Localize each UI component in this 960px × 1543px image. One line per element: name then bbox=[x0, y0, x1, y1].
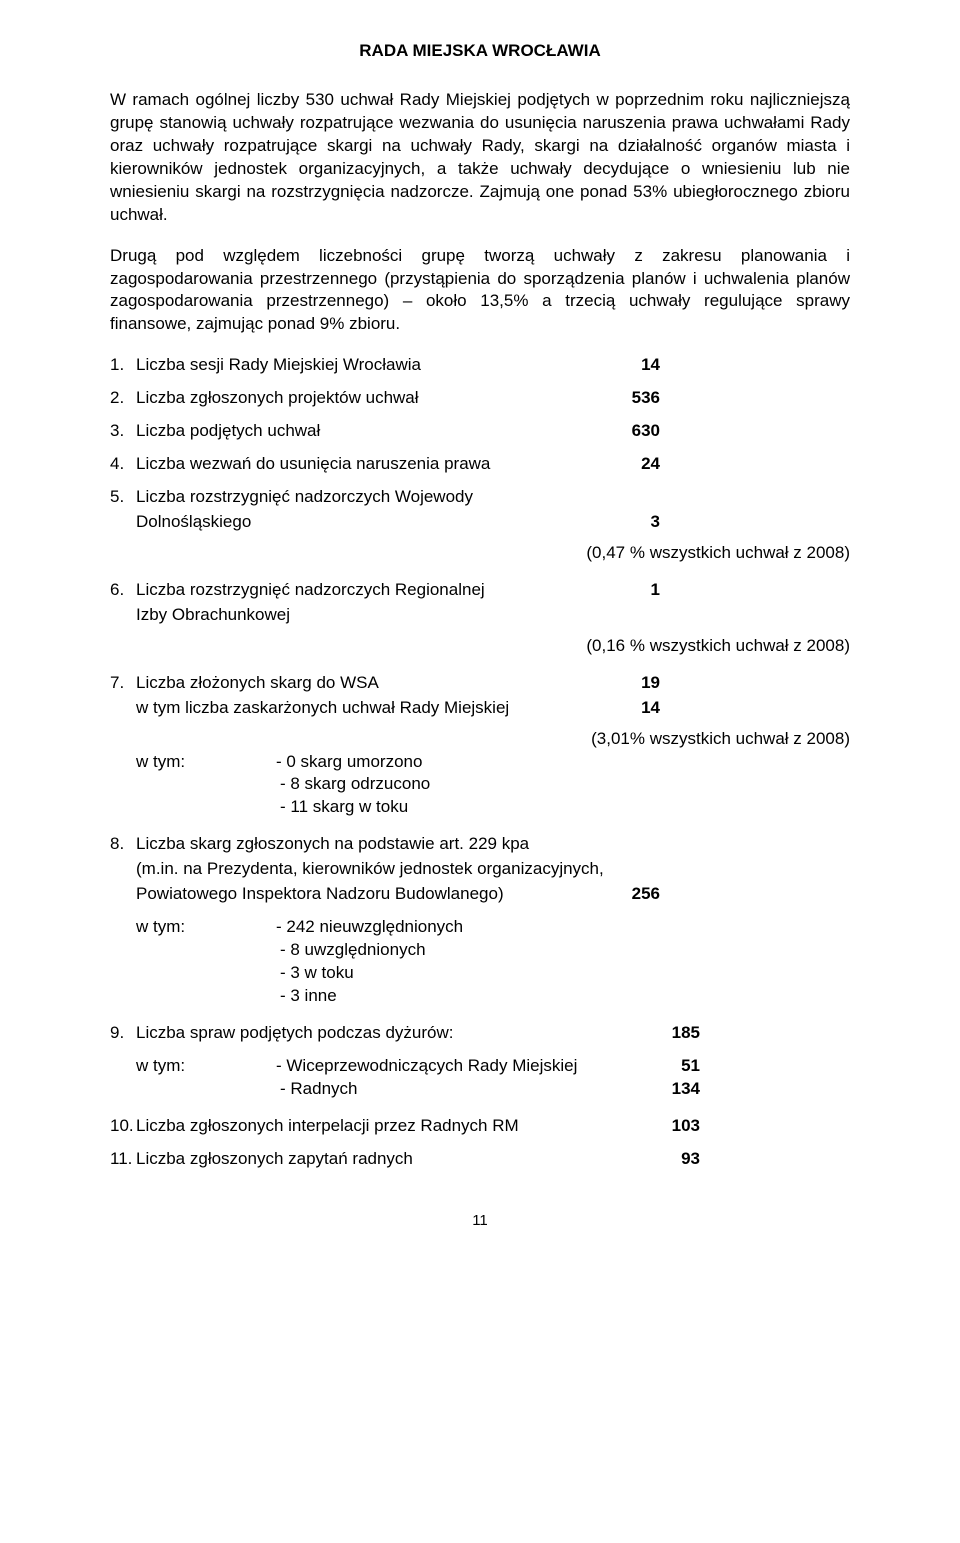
stat-row-6: 6. Liczba rozstrzygnięć nadzorczych Regi… bbox=[110, 579, 850, 658]
row-label-line1: Liczba rozstrzygnięć nadzorczych Wojewod… bbox=[136, 486, 473, 509]
paragraph-2: Drugą pod względem liczebności grupę two… bbox=[110, 245, 850, 337]
sub-item: - Radnych bbox=[280, 1078, 357, 1101]
paragraph-1: W ramach ogólnej liczby 530 uchwał Rady … bbox=[110, 89, 850, 227]
row-note: (0,47 % wszystkich uchwał z 2008) bbox=[110, 542, 850, 565]
row-label: Liczba spraw podjętych podczas dyżurów: bbox=[136, 1022, 454, 1045]
page-title: RADA MIEJSKA WROCŁAWIA bbox=[110, 40, 850, 63]
row-value: 185 bbox=[632, 1022, 700, 1045]
stat-row-2: 2. Liczba zgłoszonych projektów uchwał 5… bbox=[110, 387, 850, 410]
row-number: 9. bbox=[110, 1022, 136, 1045]
row-value: 14 bbox=[592, 354, 660, 377]
row-number: 1. bbox=[110, 354, 136, 377]
row-value: 536 bbox=[592, 387, 660, 410]
stat-row-11: 11. Liczba zgłoszonych zapytań radnych 9… bbox=[110, 1148, 850, 1171]
row-value: 1 bbox=[592, 579, 660, 602]
row-number: 5. bbox=[110, 486, 136, 509]
sub-item: - 242 nieuwzględnionych bbox=[276, 916, 463, 939]
row-label-line2: w tym liczba zaskarżonych uchwał Rady Mi… bbox=[136, 697, 509, 720]
row-value: 630 bbox=[592, 420, 660, 443]
stat-row-8: 8. Liczba skarg zgłoszonych na podstawie… bbox=[110, 833, 850, 1008]
row-label: Liczba skarg zgłoszonych na podstawie ar… bbox=[136, 833, 529, 856]
row-value: 14 bbox=[592, 697, 660, 720]
sub-item: - Wiceprzewodniczących Rady Miejskiej bbox=[276, 1055, 577, 1078]
sub-item: - 0 skarg umorzono bbox=[276, 751, 422, 774]
stats-list: 1. Liczba sesji Rady Miejskiej Wrocławia… bbox=[110, 354, 850, 1170]
row-value: 256 bbox=[592, 883, 660, 906]
row-value: 93 bbox=[632, 1148, 700, 1171]
row-number: 2. bbox=[110, 387, 136, 410]
sub-item: - 11 skarg w toku bbox=[110, 796, 850, 819]
stat-row-4: 4. Liczba wezwań do usunięcia naruszenia… bbox=[110, 453, 850, 476]
row-value: 3 bbox=[592, 511, 660, 534]
row-note: (3,01% wszystkich uchwał z 2008) bbox=[110, 728, 850, 751]
row-note: (0,16 % wszystkich uchwał z 2008) bbox=[110, 635, 850, 658]
row-number: 11. bbox=[110, 1148, 136, 1171]
row-value: 24 bbox=[592, 453, 660, 476]
sub-item: - 3 inne bbox=[110, 985, 850, 1008]
row-detail-line1: (m.in. na Prezydenta, kierowników jednos… bbox=[136, 858, 604, 881]
row-label-line2: Izby Obrachunkowej bbox=[136, 604, 290, 627]
row-number: 6. bbox=[110, 579, 136, 602]
row-label-line2: Dolnośląskiego bbox=[136, 511, 251, 534]
sub-lead: w tym: bbox=[136, 1055, 276, 1078]
sub-value: 134 bbox=[632, 1078, 700, 1101]
row-number: 7. bbox=[110, 672, 136, 695]
stat-row-1: 1. Liczba sesji Rady Miejskiej Wrocławia… bbox=[110, 354, 850, 377]
row-number: 3. bbox=[110, 420, 136, 443]
row-number: 8. bbox=[110, 833, 136, 856]
row-detail-line2: Powiatowego Inspektora Nadzoru Budowlane… bbox=[136, 883, 504, 906]
sub-item: - 3 w toku bbox=[110, 962, 850, 985]
sub-item: - 8 uwzględnionych bbox=[110, 939, 850, 962]
sub-item: - 8 skarg odrzucono bbox=[110, 773, 850, 796]
row-number: 4. bbox=[110, 453, 136, 476]
sub-value: 51 bbox=[632, 1055, 700, 1078]
row-label: Liczba zgłoszonych zapytań radnych bbox=[136, 1148, 413, 1171]
stat-row-5: 5. Liczba rozstrzygnięć nadzorczych Woje… bbox=[110, 486, 850, 565]
sub-lead: w tym: bbox=[136, 916, 276, 939]
stat-row-10: 10. Liczba zgłoszonych interpelacji prze… bbox=[110, 1115, 850, 1138]
row-label-line1: Liczba złożonych skarg do WSA bbox=[136, 672, 379, 695]
document-page: RADA MIEJSKA WROCŁAWIA W ramach ogólnej … bbox=[0, 0, 960, 1543]
row-label: Liczba zgłoszonych interpelacji przez Ra… bbox=[136, 1115, 519, 1138]
row-value: 19 bbox=[592, 672, 660, 695]
row-label: Liczba podjętych uchwał bbox=[136, 420, 320, 443]
row-label: Liczba wezwań do usunięcia naruszenia pr… bbox=[136, 453, 490, 476]
sub-lead: w tym: bbox=[136, 751, 276, 774]
row-value: 103 bbox=[632, 1115, 700, 1138]
stat-row-7: 7. Liczba złożonych skarg do WSA 19 w ty… bbox=[110, 672, 850, 820]
stat-row-3: 3. Liczba podjętych uchwał 630 bbox=[110, 420, 850, 443]
row-label: Liczba sesji Rady Miejskiej Wrocławia bbox=[136, 354, 421, 377]
row-label: Liczba zgłoszonych projektów uchwał bbox=[136, 387, 419, 410]
row-label-line1: Liczba rozstrzygnięć nadzorczych Regiona… bbox=[136, 579, 485, 602]
page-number: 11 bbox=[110, 1211, 850, 1231]
row-number: 10. bbox=[110, 1115, 136, 1138]
stat-row-9: 9. Liczba spraw podjętych podczas dyżuró… bbox=[110, 1022, 850, 1101]
